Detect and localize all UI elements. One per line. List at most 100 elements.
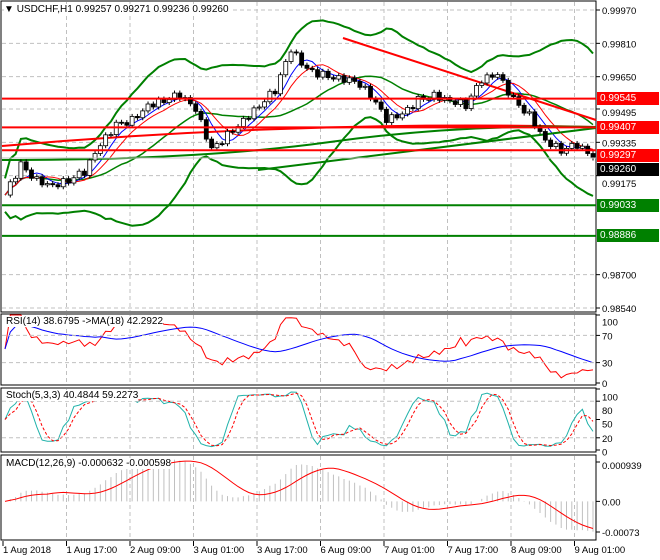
candle-body xyxy=(468,95,474,109)
candle-body xyxy=(452,100,458,105)
candle-body xyxy=(516,96,522,106)
candle-body xyxy=(262,101,267,108)
candle-body xyxy=(246,117,252,120)
candle-body xyxy=(108,134,114,136)
candle-body xyxy=(489,74,495,78)
candle-body xyxy=(140,110,146,119)
candle-body xyxy=(399,113,405,119)
trendline-green xyxy=(257,127,597,171)
candle-body xyxy=(209,138,214,149)
candle-body xyxy=(405,107,410,115)
chart-title: ▼ USDCHF,H1 0.99257 0.99271 0.99236 0.99… xyxy=(4,4,232,15)
candle-body xyxy=(29,169,34,179)
candle-body xyxy=(55,184,61,188)
stoch-axis-label: 80 xyxy=(602,406,613,417)
candle-body xyxy=(325,70,331,79)
bollinger-middle xyxy=(4,75,594,196)
pane-border xyxy=(0,313,597,386)
stoch-axis-label: 100 xyxy=(602,393,618,404)
time-label: 1 Aug 2018 xyxy=(3,545,51,556)
candle-body xyxy=(7,181,13,196)
candle-body xyxy=(521,104,527,114)
candle-body xyxy=(346,77,352,83)
candle-body xyxy=(463,99,469,109)
price-label: 0.99335 xyxy=(602,138,636,149)
candle-body xyxy=(580,145,585,149)
candle-body xyxy=(574,143,580,149)
candle-body xyxy=(362,85,368,88)
candle-body xyxy=(193,103,199,112)
candle-body xyxy=(378,101,384,110)
time-label: 3 Aug 17:00 xyxy=(257,545,308,556)
candle-body xyxy=(458,99,463,105)
candle-body xyxy=(124,122,130,126)
candle-body xyxy=(145,103,151,112)
candle-body xyxy=(436,91,442,101)
candle-body xyxy=(293,51,299,54)
candle-body xyxy=(198,110,204,121)
rsi-axis-label: 0 xyxy=(602,379,607,390)
price-level-label: 0.99407 xyxy=(597,120,659,134)
candle-body xyxy=(60,178,66,188)
time-label: 3 Aug 01:00 xyxy=(194,545,245,556)
stoch-axis-label: 20 xyxy=(602,434,613,445)
time-label: 7 Aug 01:00 xyxy=(384,545,435,556)
symbol: USDCHF,H1 xyxy=(16,4,73,15)
candle-body xyxy=(272,90,278,95)
candle-body xyxy=(527,111,532,114)
candle-body xyxy=(590,153,596,159)
stoch-axis-label: 0 xyxy=(602,447,607,458)
rsi-label: RSI(14) 38.6795 ->MA(18) 42.2922 xyxy=(6,316,164,327)
price-level-label: 0.99260 xyxy=(597,162,659,176)
candle-body xyxy=(320,70,326,78)
candle-body xyxy=(331,77,336,80)
triangle-down-icon[interactable]: ▼ xyxy=(4,4,14,15)
candle-body xyxy=(71,177,77,184)
candle-body xyxy=(129,116,135,126)
candle-body xyxy=(188,97,193,105)
candle-body xyxy=(484,74,490,84)
candle-body xyxy=(39,176,45,186)
candle-body xyxy=(500,74,506,81)
candle-body xyxy=(219,143,225,146)
candle-body xyxy=(113,121,119,135)
candle-body xyxy=(119,121,124,124)
candle-body xyxy=(532,111,538,128)
time-label: 2 Aug 09:00 xyxy=(130,545,181,556)
candle-body xyxy=(558,143,564,154)
candle-body xyxy=(542,131,548,141)
price-label: 0.99970 xyxy=(602,6,636,17)
candle-body xyxy=(156,98,162,108)
candle-body xyxy=(283,61,289,76)
candle-body xyxy=(135,116,140,119)
rsi-axis-label: 30 xyxy=(602,359,613,370)
macd-axis-label: 0.00 xyxy=(602,497,621,508)
candle-body xyxy=(511,94,516,98)
candle-body xyxy=(415,96,421,110)
candle-body xyxy=(76,170,82,179)
candle-body xyxy=(256,106,262,109)
candle-body xyxy=(336,75,342,80)
candle-body xyxy=(479,82,485,86)
candle-body xyxy=(357,81,363,88)
candle-body xyxy=(240,117,246,127)
candle-body xyxy=(150,103,156,108)
candle-body xyxy=(389,114,395,123)
price-level-label: 0.99033 xyxy=(597,198,659,212)
candle-body xyxy=(495,74,501,78)
time-label: 9 Aug 01:00 xyxy=(575,545,626,556)
candle-body xyxy=(315,69,320,78)
candle-body xyxy=(34,176,40,179)
open-price: 0.99257 xyxy=(75,4,112,15)
pane-border xyxy=(0,0,597,313)
time-label: 1 Aug 17:00 xyxy=(67,545,118,556)
candle-body xyxy=(569,143,575,149)
time-label: 7 Aug 17:00 xyxy=(448,545,499,556)
candle-body xyxy=(394,114,400,119)
close-price: 0.99260 xyxy=(192,4,229,15)
price-label: 0.98700 xyxy=(602,271,636,282)
candle-body xyxy=(288,51,294,62)
price-label: 0.98540 xyxy=(602,304,636,315)
